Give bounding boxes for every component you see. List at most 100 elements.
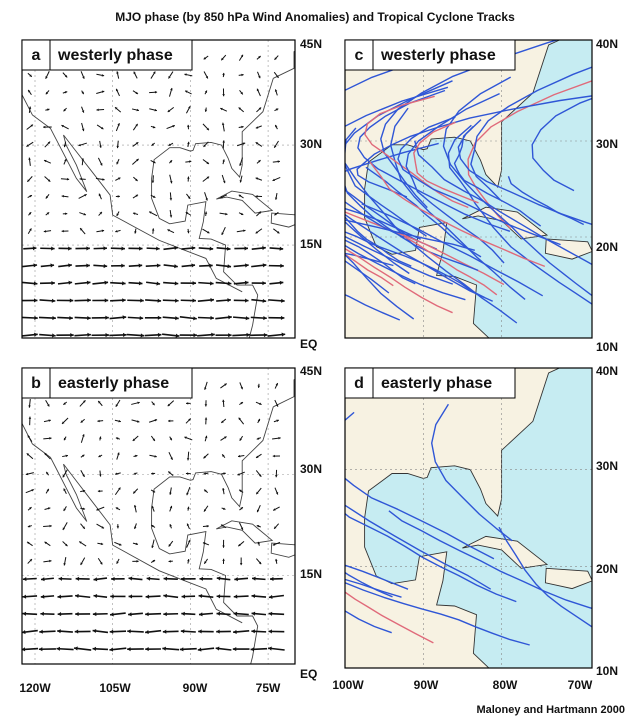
arrow-head <box>61 125 64 128</box>
arrow-head <box>115 107 118 110</box>
arrow-head <box>156 281 161 286</box>
arrow-head <box>139 315 144 321</box>
arrow-head <box>63 144 67 148</box>
arrow-head <box>192 298 196 303</box>
arrow-head <box>204 90 208 94</box>
arrow-head <box>187 176 190 179</box>
arrow-head <box>222 488 225 491</box>
arrow-head <box>220 524 224 527</box>
arrow-head <box>64 91 68 94</box>
arrow-head <box>274 57 277 60</box>
arrow-head <box>221 57 224 61</box>
arrow-head <box>186 402 189 405</box>
lat-label: 45N <box>300 37 322 51</box>
coastline <box>151 78 274 338</box>
arrow-head <box>116 561 119 564</box>
arrow-head <box>133 71 136 75</box>
arrow-head <box>87 315 91 321</box>
arrow-head <box>272 178 276 182</box>
lat-label: 20N <box>596 240 618 254</box>
arrow-head <box>206 230 210 234</box>
arrow-head <box>209 263 213 268</box>
arrow-head <box>204 109 208 112</box>
arrow-head <box>145 665 149 669</box>
island <box>462 535 549 569</box>
arrow-head <box>243 229 246 233</box>
arrow-head <box>27 524 31 528</box>
island <box>216 520 274 544</box>
storm-track <box>361 203 544 297</box>
arrow-head <box>262 298 267 303</box>
arrow-head <box>135 454 138 458</box>
arrow-head <box>255 126 259 129</box>
island <box>544 567 592 590</box>
arrow-head <box>257 385 261 388</box>
arrow-head <box>174 245 178 251</box>
storm-track <box>397 116 561 246</box>
arrow-head <box>64 158 67 162</box>
arrow-head <box>75 593 79 599</box>
arrow-head <box>100 163 103 166</box>
panel-letter: a <box>32 47 41 64</box>
arrow-head <box>79 177 82 181</box>
arrow-head <box>238 543 241 547</box>
island <box>270 542 295 558</box>
arrow-head <box>44 452 47 456</box>
arrow-head <box>39 629 43 634</box>
arrow-head <box>103 263 108 269</box>
arrow-head <box>272 454 275 458</box>
arrow-head <box>172 125 175 128</box>
arrow-head <box>281 298 285 303</box>
arrow-head <box>146 576 151 581</box>
storm-track <box>345 213 493 302</box>
lon-label: 90W <box>414 678 439 692</box>
arrow-head <box>258 55 261 59</box>
arrow-head <box>145 629 149 635</box>
arrow-head <box>221 122 225 126</box>
arrow-head <box>268 594 273 599</box>
arrow-head <box>186 492 189 496</box>
arrow-head <box>46 488 49 492</box>
storm-track <box>345 244 466 301</box>
arrow-head <box>47 404 50 407</box>
arrow-head <box>138 281 143 286</box>
arrow-head <box>26 144 29 147</box>
arrow-head <box>262 281 266 286</box>
arrow-head <box>152 560 156 563</box>
arrow-head <box>40 577 45 582</box>
arrow-head <box>199 576 203 581</box>
storm-track <box>457 119 592 226</box>
arrow-head <box>220 107 223 111</box>
arrow-head <box>275 124 278 128</box>
storm-track <box>405 92 505 264</box>
storm-track <box>403 235 498 296</box>
wind-arrow <box>250 666 267 668</box>
arrow-head <box>47 179 51 182</box>
arrow-head <box>163 576 168 581</box>
arrow-head <box>276 75 279 78</box>
arrow-head <box>224 436 227 439</box>
arrow-head <box>69 315 73 321</box>
lat-label: 30N <box>596 459 618 473</box>
arrow-head <box>154 455 157 458</box>
arrow-head <box>228 315 232 320</box>
arrow-head <box>157 315 162 320</box>
storm-track <box>507 176 585 226</box>
arrow-head <box>169 180 173 184</box>
arrow-head <box>134 231 137 234</box>
storm-track <box>356 95 592 198</box>
arrow-head <box>109 629 114 634</box>
wind-arrow <box>39 666 56 667</box>
storm-track <box>369 161 546 268</box>
arrow-head <box>140 298 144 303</box>
arrow-head <box>81 128 85 132</box>
arrow-head <box>222 94 225 97</box>
storm-track <box>345 252 394 267</box>
panel-c-map <box>345 40 592 338</box>
arrow-head <box>156 246 160 251</box>
arrow-head <box>268 664 272 668</box>
arrow-head <box>75 611 79 617</box>
arrow-head <box>204 417 208 420</box>
arrow-head <box>258 160 261 163</box>
arrow-head <box>197 647 202 652</box>
